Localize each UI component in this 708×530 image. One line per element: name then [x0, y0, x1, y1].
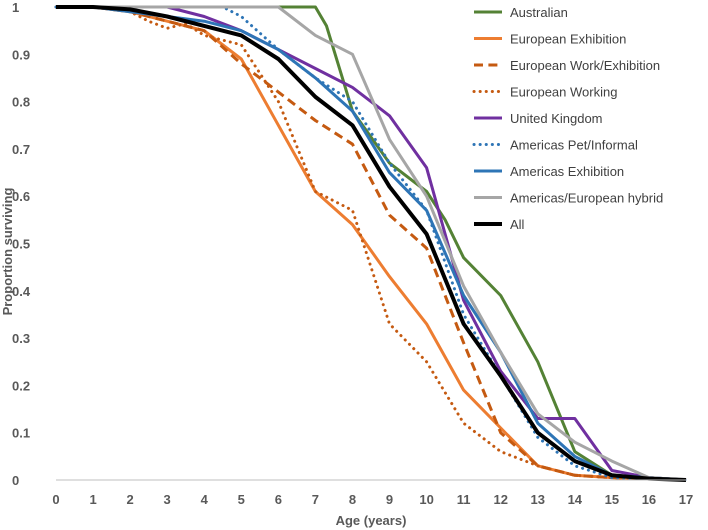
x-tick-label: 15 [605, 492, 619, 507]
y-tick-label: 0 [12, 473, 19, 488]
legend: Australian European Exhibition European Wo… [472, 5, 663, 232]
x-tick-label: 4 [201, 492, 209, 507]
x-tick-label: 7 [312, 492, 319, 507]
x-tick-label: 12 [493, 492, 507, 507]
legend-label: Americas/European hybrid [510, 191, 663, 206]
legend-item: United Kingdom [474, 111, 603, 126]
x-tick-label: 5 [238, 492, 245, 507]
series-line-americas-european-hybrid [56, 5, 687, 482]
x-tick-label: 8 [349, 492, 356, 507]
legend-label: United Kingdom [510, 111, 603, 126]
legend-label: All [510, 217, 525, 232]
series-line-all [56, 5, 687, 482]
x-axis-title: Age (years) [336, 513, 407, 528]
series-line-european-working [54, 5, 688, 482]
y-tick-label: 0.2 [12, 378, 30, 393]
legend-item: European Exhibition [474, 32, 626, 47]
legend-label: European Working [510, 85, 617, 100]
legend-item: Americas Exhibition [474, 164, 624, 179]
series-line-australian [56, 5, 687, 482]
x-tick-label: 14 [568, 492, 583, 507]
series-line-americas-exhibition [56, 5, 687, 482]
legend-item: Americas/European hybrid [474, 191, 663, 206]
y-tick-label: 0.1 [12, 426, 30, 441]
y-tick-label: 0.4 [12, 284, 31, 299]
y-tick-label: 0.5 [12, 237, 30, 252]
y-axis-title: Proportion surviving [0, 188, 15, 316]
y-tick-label: 0.9 [12, 47, 30, 62]
x-tick-label: 11 [457, 492, 471, 507]
x-tick-label: 10 [419, 492, 433, 507]
legend-label: European Work/Exhibition [510, 58, 660, 73]
y-tick-label: 0.3 [12, 331, 30, 346]
x-tick-label: 6 [275, 492, 282, 507]
legend-item: Americas Pet/Informal [472, 138, 638, 153]
series-line-european-work-exhibition [56, 5, 687, 482]
x-tick-labels: 0 1 2 3 4 5 6 7 8 9 10 11 12 13 14 15 16 17 [52, 492, 693, 507]
y-tick-labels: 0 0.1 0.2 0.3 0.4 0.5 0.6 0.7 0.8 0.9 1 [12, 0, 31, 488]
series-line-european-exhibition [56, 5, 687, 482]
y-tick-label: 1 [12, 0, 19, 15]
series-line-united-kingdom [56, 5, 687, 482]
x-tick-label: 17 [679, 492, 693, 507]
x-tick-label: 3 [164, 492, 171, 507]
legend-label: Australian [510, 5, 568, 20]
legend-item: Australian [474, 5, 568, 20]
y-tick-label: 0.7 [12, 142, 30, 157]
legend-item: All [474, 217, 525, 232]
series-line-americas-pet-informal [54, 5, 688, 482]
y-tick-label: 0.8 [12, 95, 30, 110]
legend-item: European Working [472, 85, 617, 100]
x-tick-label: 9 [386, 492, 393, 507]
legend-label: Americas Pet/Informal [510, 138, 638, 153]
x-tick-label: 13 [531, 492, 545, 507]
y-tick-label: 0.6 [12, 189, 30, 204]
series-lines [54, 5, 688, 482]
x-tick-label: 2 [127, 492, 134, 507]
legend-label: Americas Exhibition [510, 164, 624, 179]
legend-label: European Exhibition [510, 32, 626, 47]
x-tick-label: 1 [89, 492, 96, 507]
x-tick-label: 16 [642, 492, 656, 507]
x-tick-label: 0 [52, 492, 59, 507]
legend-item: European Work/Exhibition [474, 58, 660, 73]
